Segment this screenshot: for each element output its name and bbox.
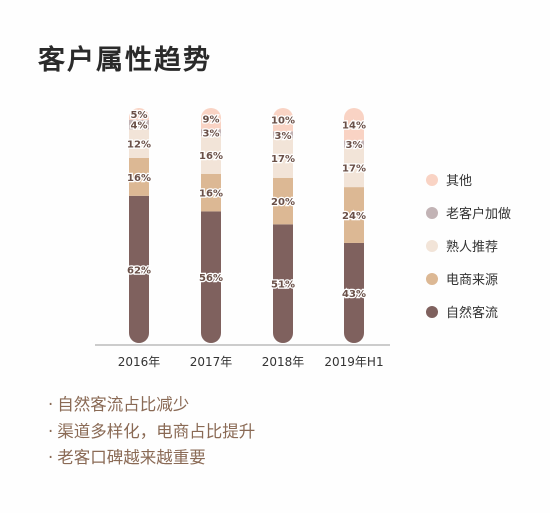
- data-label: 10%: [271, 116, 295, 127]
- legend-marker: [426, 174, 438, 186]
- bar-column: [273, 108, 293, 343]
- bar-segment: [201, 129, 221, 137]
- data-label: 9%: [203, 115, 220, 126]
- note-text: 渠道多样化，电商占比提升: [57, 421, 256, 441]
- x-tick-label: 2018年: [262, 355, 305, 369]
- note-item: · 自然客流占比减少: [48, 395, 190, 414]
- bar-segment: [201, 173, 221, 212]
- bar-segment: [273, 224, 293, 343]
- legend-marker: [426, 273, 438, 285]
- data-label: 16%: [127, 173, 151, 184]
- x-tick-label: 2019年H1: [324, 355, 383, 369]
- data-label: 43%: [342, 289, 366, 300]
- bar-segment: [201, 211, 221, 343]
- note-text: 自然客流占比减少: [57, 395, 190, 414]
- note-item: · 渠道多样化，电商占比提升: [48, 421, 256, 441]
- bar-column: [201, 108, 221, 343]
- legend-marker: [426, 306, 438, 318]
- data-label: 62%: [127, 265, 151, 276]
- bar-segment: [129, 119, 149, 130]
- legend-marker: [426, 240, 438, 252]
- data-label: 5%: [131, 110, 148, 121]
- bar-segment: [273, 177, 293, 225]
- bar-segment: [344, 140, 364, 148]
- data-label: 3%: [203, 129, 220, 140]
- data-label: 12%: [127, 140, 151, 151]
- data-label: 20%: [271, 197, 295, 208]
- bar-segment: [129, 108, 149, 120]
- bar-segment: [344, 187, 364, 243]
- data-label: 17%: [342, 163, 366, 174]
- data-label: 16%: [199, 189, 223, 200]
- bar-column: [129, 108, 149, 343]
- x-tick-label: 2017年: [190, 355, 233, 369]
- data-label: 51%: [271, 280, 295, 291]
- data-label: 4%: [131, 121, 148, 132]
- legend-label: 自然客流: [446, 305, 498, 321]
- legend-label: 老客户加做: [446, 206, 511, 222]
- bar-segment: [129, 157, 149, 196]
- bar-segment: [273, 131, 293, 139]
- bar-column: [344, 108, 364, 343]
- bar-segment: [344, 147, 364, 188]
- data-label: 16%: [199, 151, 223, 162]
- legend-label: 熟人推荐: [446, 239, 498, 255]
- data-label: 56%: [199, 273, 223, 284]
- summary-notes: · 自然客流占比减少 · 渠道多样化，电商占比提升 · 老客口碑越来越重要: [48, 392, 255, 472]
- note-item: · 老客口碑越来越重要: [48, 448, 206, 467]
- data-label: 14%: [342, 120, 366, 131]
- legend-label: 其他: [446, 174, 472, 189]
- bar-segment: [201, 136, 221, 174]
- data-label: 3%: [346, 140, 363, 151]
- legend-label: 电商来源: [446, 273, 498, 288]
- bar-segment: [201, 108, 221, 130]
- note-text: 老客口碑越来越重要: [57, 448, 206, 467]
- bar-segment: [273, 108, 293, 132]
- bar-segment: [273, 138, 293, 178]
- x-tick-label: 2016年: [118, 355, 161, 369]
- data-label: 3%: [275, 131, 292, 142]
- bar-segment: [129, 195, 149, 343]
- bar-segment: [129, 129, 149, 158]
- bar-segment: [344, 108, 364, 141]
- data-label: 17%: [271, 154, 295, 165]
- data-label: 24%: [342, 211, 366, 222]
- chart-title: 客户属性趋势: [38, 45, 212, 76]
- bar-segment: [344, 242, 364, 343]
- legend-marker: [426, 207, 438, 219]
